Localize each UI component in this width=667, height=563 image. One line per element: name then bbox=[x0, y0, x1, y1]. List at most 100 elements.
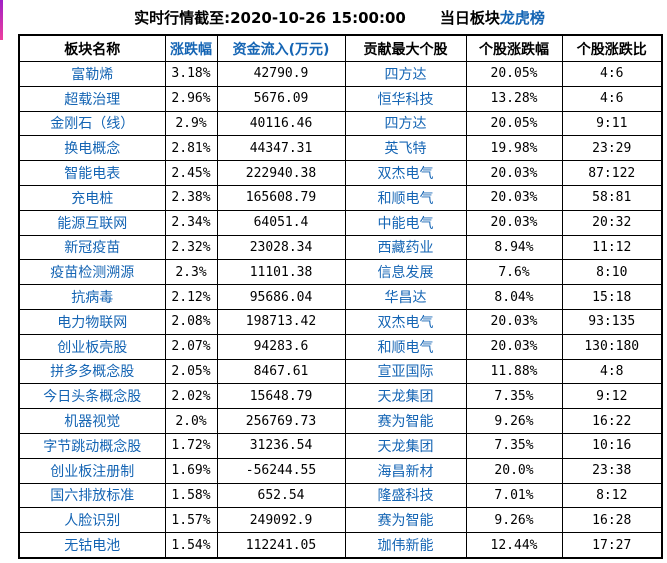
sector-link[interactable]: 创业板壳股 bbox=[18, 333, 166, 360]
sector-link[interactable]: 抗病毒 bbox=[18, 284, 166, 310]
stock-ratio: 9:12 bbox=[561, 383, 663, 410]
sector-inflow: 42790.9 bbox=[216, 61, 346, 87]
stock-ratio: 87:122 bbox=[561, 160, 663, 186]
sector-change: 2.07% bbox=[164, 333, 218, 360]
table-row: 字节跳动概念股 1.72% 31236.54 天龙集团 7.35% 10:16 bbox=[18, 432, 663, 459]
sector-inflow: 256769.73 bbox=[216, 408, 346, 434]
stock-link[interactable]: 珈伟新能 bbox=[344, 532, 467, 559]
stock-change: 20.05% bbox=[465, 110, 563, 137]
dragon-tiger-link[interactable]: 龙虎榜 bbox=[499, 9, 545, 27]
sector-change: 2.32% bbox=[164, 234, 218, 261]
stock-change: 20.03% bbox=[465, 209, 563, 236]
sector-inflow: 165608.79 bbox=[216, 184, 346, 211]
sector-link[interactable]: 疫苗检测溯源 bbox=[18, 259, 166, 286]
table-row: 金刚石（线） 2.9% 40116.46 四方达 20.05% 9:11 bbox=[18, 110, 663, 137]
stock-ratio: 4:6 bbox=[561, 85, 663, 112]
sector-link[interactable]: 字节跳动概念股 bbox=[18, 432, 166, 459]
sector-inflow: 64051.4 bbox=[216, 209, 346, 236]
table-header-row: 板块名称 涨跌幅 资金流入(万元) 贡献最大个股 个股涨跌幅 个股涨跌比 bbox=[18, 34, 663, 62]
table-row: 机器视觉 2.0% 256769.73 赛为智能 9.26% 16:22 bbox=[18, 408, 663, 434]
stock-link[interactable]: 赛为智能 bbox=[344, 507, 467, 534]
sector-link[interactable]: 充电桩 bbox=[18, 184, 166, 211]
column-header-1[interactable]: 涨跌幅 bbox=[164, 34, 218, 62]
sector-change: 2.81% bbox=[164, 135, 218, 162]
column-header-0: 板块名称 bbox=[18, 34, 166, 62]
sector-inflow: 5676.09 bbox=[216, 85, 346, 112]
sector-inflow: 8467.61 bbox=[216, 358, 346, 385]
table-row: 智能电表 2.45% 222940.38 双杰电气 20.03% 87:122 bbox=[18, 160, 663, 186]
table-row: 换电概念 2.81% 44347.31 英飞特 19.98% 23:29 bbox=[18, 135, 663, 162]
stock-link[interactable]: 华昌达 bbox=[344, 284, 467, 310]
table-row: 无钴电池 1.54% 112241.05 珈伟新能 12.44% 17:27 bbox=[18, 532, 663, 559]
stock-link[interactable]: 海昌新材 bbox=[344, 457, 467, 484]
stock-change: 9.26% bbox=[465, 408, 563, 434]
stock-link[interactable]: 宣亚国际 bbox=[344, 358, 467, 385]
stock-link[interactable]: 双杰电气 bbox=[344, 160, 467, 186]
sector-link[interactable]: 今日头条概念股 bbox=[18, 383, 166, 410]
sector-link[interactable]: 金刚石（线） bbox=[18, 110, 166, 137]
sector-change: 1.58% bbox=[164, 482, 218, 509]
sector-inflow: 198713.42 bbox=[216, 308, 346, 335]
sector-change: 2.45% bbox=[164, 160, 218, 186]
stock-ratio: 17:27 bbox=[561, 532, 663, 559]
sector-link[interactable]: 换电概念 bbox=[18, 135, 166, 162]
table-row: 富勒烯 3.18% 42790.9 四方达 20.05% 4:6 bbox=[18, 61, 663, 87]
sector-table: 板块名称 涨跌幅 资金流入(万元) 贡献最大个股 个股涨跌幅 个股涨跌比 富勒烯 3.18%… bbox=[18, 34, 663, 559]
stock-link[interactable]: 天龙集团 bbox=[344, 383, 467, 410]
table-body: 富勒烯 3.18% 42790.9 四方达 20.05% 4:6 超载治理 2.96% 5676… bbox=[18, 61, 663, 559]
stock-link[interactable]: 信息发展 bbox=[344, 259, 467, 286]
stock-change: 8.04% bbox=[465, 284, 563, 310]
stock-link[interactable]: 和顺电气 bbox=[344, 184, 467, 211]
sector-link[interactable]: 智能电表 bbox=[18, 160, 166, 186]
stock-change: 8.94% bbox=[465, 234, 563, 261]
sector-link[interactable]: 国六排放标准 bbox=[18, 482, 166, 509]
stock-link[interactable]: 英飞特 bbox=[344, 135, 467, 162]
stock-link[interactable]: 赛为智能 bbox=[344, 408, 467, 434]
sector-link[interactable]: 富勒烯 bbox=[18, 61, 166, 87]
stock-link[interactable]: 隆盛科技 bbox=[344, 482, 467, 509]
sector-link[interactable]: 新冠疫苗 bbox=[18, 234, 166, 261]
column-header-4: 个股涨跌幅 bbox=[465, 34, 563, 62]
sector-link[interactable]: 无钴电池 bbox=[18, 532, 166, 559]
sector-inflow: 15648.79 bbox=[216, 383, 346, 410]
sector-link[interactable]: 能源互联网 bbox=[18, 209, 166, 236]
stock-change: 13.28% bbox=[465, 85, 563, 112]
column-header-2[interactable]: 资金流入(万元) bbox=[216, 34, 346, 62]
stock-ratio: 23:29 bbox=[561, 135, 663, 162]
sector-link[interactable]: 超载治理 bbox=[18, 85, 166, 112]
stock-link[interactable]: 西藏药业 bbox=[344, 234, 467, 261]
sector-inflow: -56244.55 bbox=[216, 457, 346, 484]
stock-change: 19.98% bbox=[465, 135, 563, 162]
stock-link[interactable]: 中能电气 bbox=[344, 209, 467, 236]
sector-link[interactable]: 创业板注册制 bbox=[18, 457, 166, 484]
table-row: 新冠疫苗 2.32% 23028.34 西藏药业 8.94% 11:12 bbox=[18, 234, 663, 261]
stock-change: 7.35% bbox=[465, 432, 563, 459]
sector-link[interactable]: 拼多多概念股 bbox=[18, 358, 166, 385]
sector-change: 2.3% bbox=[164, 259, 218, 286]
sector-inflow: 31236.54 bbox=[216, 432, 346, 459]
sector-link[interactable]: 人脸识别 bbox=[18, 507, 166, 534]
sector-change: 2.0% bbox=[164, 408, 218, 434]
stock-ratio: 8:10 bbox=[561, 259, 663, 286]
stock-link[interactable]: 双杰电气 bbox=[344, 308, 467, 335]
stock-ratio: 16:28 bbox=[561, 507, 663, 534]
sector-change: 1.57% bbox=[164, 507, 218, 534]
sector-link[interactable]: 机器视觉 bbox=[18, 408, 166, 434]
stock-link[interactable]: 天龙集团 bbox=[344, 432, 467, 459]
stock-ratio: 10:16 bbox=[561, 432, 663, 459]
page-title: 实时行情截至:2020-10-26 15:00:00 当日板块龙虎榜 bbox=[18, 7, 661, 28]
stock-change: 20.03% bbox=[465, 333, 563, 360]
stock-change: 12.44% bbox=[465, 532, 563, 559]
stock-ratio: 15:18 bbox=[561, 284, 663, 310]
sector-change: 2.08% bbox=[164, 308, 218, 335]
sector-inflow: 112241.05 bbox=[216, 532, 346, 559]
stock-link[interactable]: 恒华科技 bbox=[344, 85, 467, 112]
table-row: 抗病毒 2.12% 95686.04 华昌达 8.04% 15:18 bbox=[18, 284, 663, 310]
sector-change: 2.34% bbox=[164, 209, 218, 236]
stock-link[interactable]: 四方达 bbox=[344, 61, 467, 87]
sector-link[interactable]: 电力物联网 bbox=[18, 308, 166, 335]
sector-inflow: 249092.9 bbox=[216, 507, 346, 534]
table-row: 疫苗检测溯源 2.3% 11101.38 信息发展 7.6% 8:10 bbox=[18, 259, 663, 286]
stock-link[interactable]: 四方达 bbox=[344, 110, 467, 137]
stock-link[interactable]: 和顺电气 bbox=[344, 333, 467, 360]
